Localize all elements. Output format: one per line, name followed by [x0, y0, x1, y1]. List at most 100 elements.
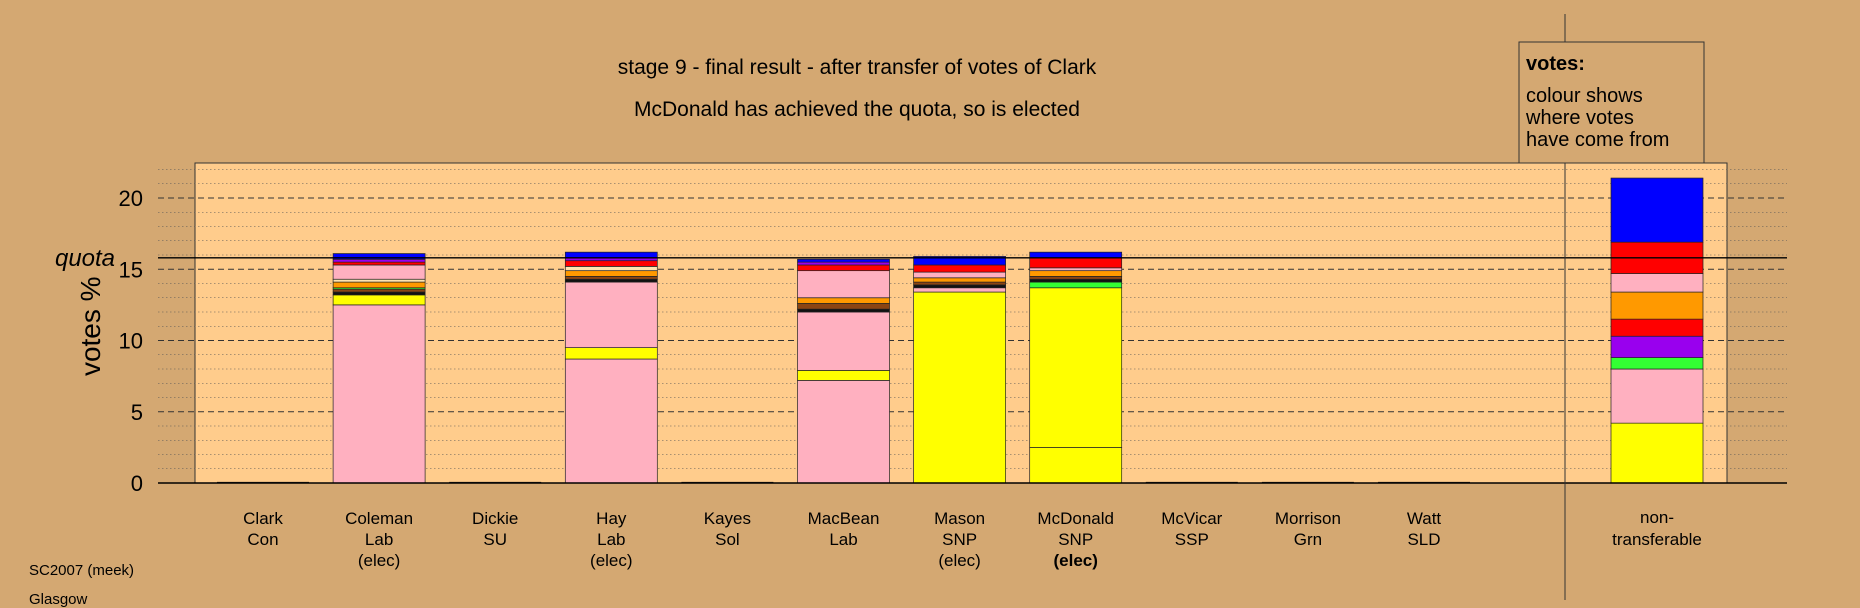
bar-segment [797, 308, 890, 313]
bar-hay [564, 251, 658, 484]
bar-segment [913, 264, 1006, 273]
bar-segment [913, 284, 1006, 289]
x-label-status: (elec) [1053, 551, 1097, 570]
x-label-name: Hay [596, 509, 627, 528]
y-tick-label: 15 [119, 257, 143, 282]
bar-segment [1610, 318, 1704, 337]
x-label-party: Lab [597, 530, 625, 549]
chart-subtitle: McDonald has achieved the quota, so is e… [634, 98, 1080, 121]
bar-segment [1029, 447, 1123, 484]
bar-segment [332, 261, 426, 266]
bar-segment [797, 270, 890, 299]
bar-segment [1610, 335, 1704, 358]
bar-segment [564, 358, 658, 484]
quota-label: quota [55, 245, 115, 272]
legend-box [1518, 41, 1705, 164]
x-label-name: Mason [934, 509, 985, 528]
x-label-name: Dickie [472, 509, 518, 528]
bar-nontransferable [1610, 177, 1704, 484]
bar-mcdonald [1029, 251, 1123, 484]
x-label-party: Lab [365, 530, 393, 549]
bar-segment [1029, 287, 1123, 448]
bar-segment [1029, 270, 1123, 277]
x-label-nontransferable: transferable [1612, 530, 1702, 549]
bar-segment [913, 281, 1006, 286]
bar-segment [564, 260, 658, 267]
x-label-party: SSP [1175, 530, 1209, 549]
bar-segment [913, 277, 1006, 283]
bar-segment [797, 297, 890, 304]
bar-segment [1610, 357, 1704, 370]
legend-line: colour shows [1526, 85, 1643, 107]
footer-source-label: SC2007 (meek) [29, 562, 135, 579]
x-label-party: SU [483, 530, 507, 549]
legend-line: where votes [1525, 107, 1634, 129]
bar-segment [797, 303, 890, 310]
bar-segment [564, 276, 658, 280]
bar-segment [332, 281, 426, 289]
bar-segment [1029, 278, 1123, 283]
bar-segment [797, 380, 890, 484]
bar-segment [332, 253, 426, 260]
bar-segment [1610, 368, 1704, 424]
y-tick-label: 5 [131, 400, 143, 425]
bar-segment [1610, 177, 1704, 243]
legend-line: have come from [1526, 129, 1669, 151]
bar-segment [564, 270, 658, 277]
x-label-nontransferable: non- [1640, 508, 1674, 527]
x-label-status: (elec) [358, 551, 401, 570]
bar-segment [797, 258, 890, 263]
bar-segment [913, 291, 1006, 484]
y-tick-label: 10 [119, 329, 143, 354]
bar-segment [1029, 267, 1123, 272]
bar-segment [1029, 276, 1123, 280]
x-label-party: Con [247, 530, 278, 549]
x-label-party: Sol [715, 530, 740, 549]
x-label-status: (elec) [938, 551, 981, 570]
bar-segment [564, 281, 658, 348]
bar-segment [332, 294, 426, 306]
bar-segment [564, 347, 658, 360]
bar-coleman [332, 253, 426, 484]
x-label-party: Grn [1294, 530, 1322, 549]
bar-segment [332, 304, 426, 484]
x-label-name: Watt [1407, 509, 1442, 528]
y-tick-label: 20 [119, 186, 143, 211]
x-label-name: Coleman [345, 509, 413, 528]
bar-segment [564, 251, 658, 259]
chart-title: stage 9 - final result - after transfer … [618, 56, 1097, 79]
grid-lines [158, 169, 1787, 470]
bar-segment [913, 271, 1006, 279]
x-label-name: Kayes [704, 509, 751, 528]
legend [1518, 41, 1705, 164]
x-label-name: Morrison [1275, 509, 1341, 528]
bar-segment [797, 264, 890, 272]
bar-segment [1029, 251, 1123, 259]
bar-segment [1610, 273, 1704, 293]
bar-segment [797, 370, 890, 381]
x-label-name: MacBean [808, 509, 880, 528]
x-label-name: Clark [243, 509, 283, 528]
x-label-party: SNP [1058, 530, 1093, 549]
bar-segment [913, 256, 1006, 266]
bar-segment [332, 278, 426, 283]
bar-segment [332, 288, 426, 293]
legend-title: votes: [1526, 53, 1585, 75]
x-label-name: McDonald [1037, 509, 1114, 528]
x-label-party: Lab [829, 530, 857, 549]
bar-segment [332, 264, 426, 280]
bar-segment [1029, 257, 1123, 269]
bar-segment [1610, 422, 1704, 484]
bar-segment [332, 291, 426, 296]
bar-macbean [797, 258, 890, 484]
bar-segment [1029, 281, 1123, 289]
y-axis-label: votes % [75, 276, 106, 376]
bar-mason [913, 256, 1006, 484]
bar-segment [797, 311, 890, 371]
x-label-party: SLD [1407, 530, 1440, 549]
bar-segment [564, 278, 658, 283]
bar-segment [913, 287, 1006, 293]
x-label-status: (elec) [590, 551, 633, 570]
bar-segment [564, 266, 658, 272]
